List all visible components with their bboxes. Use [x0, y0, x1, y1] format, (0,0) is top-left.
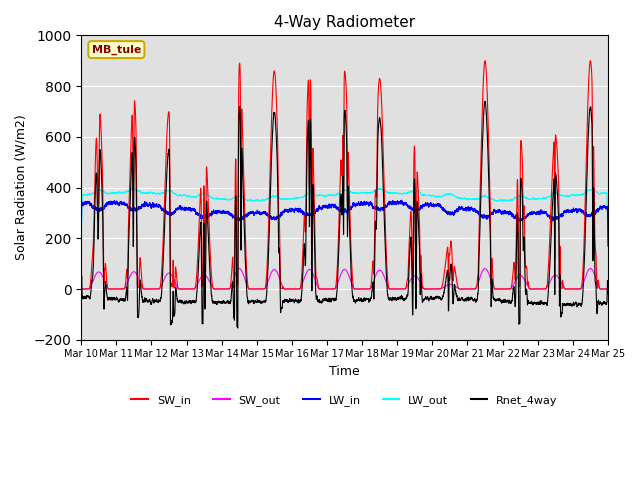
LW_in — [105, 199, 113, 204]
SW_out — [508, 285, 516, 290]
LW_in — [413, 206, 421, 212]
LW_out — [473, 196, 481, 202]
Line: SW_in: SW_in — [81, 60, 608, 289]
LW_out — [488, 196, 495, 202]
LW_out — [374, 186, 381, 192]
LW_in — [508, 211, 516, 216]
LW_in — [604, 243, 612, 249]
Rnet_4way — [500, 299, 508, 304]
LW_out — [105, 191, 113, 196]
SW_out — [77, 286, 85, 292]
Text: MB_tule: MB_tule — [92, 45, 141, 55]
Rnet_4way — [234, 325, 241, 331]
Rnet_4way — [105, 295, 113, 300]
SW_out — [105, 286, 113, 292]
Line: SW_out: SW_out — [81, 268, 608, 289]
LW_in — [500, 210, 508, 216]
SW_out — [236, 265, 243, 271]
Legend: SW_in, SW_out, LW_in, LW_out, Rnet_4way: SW_in, SW_out, LW_in, LW_out, Rnet_4way — [127, 391, 562, 410]
X-axis label: Time: Time — [329, 365, 360, 378]
SW_in — [500, 286, 508, 292]
LW_in — [473, 209, 481, 215]
Rnet_4way — [604, 289, 612, 295]
SW_out — [488, 278, 495, 284]
Title: 4-Way Radiometer: 4-Way Radiometer — [274, 15, 415, 30]
SW_out — [604, 286, 612, 292]
LW_in — [397, 197, 405, 203]
Line: LW_out: LW_out — [81, 189, 608, 242]
SW_in — [77, 286, 85, 292]
LW_out — [508, 197, 516, 203]
SW_in — [413, 170, 421, 176]
Rnet_4way — [77, 288, 85, 293]
Rnet_4way — [488, 293, 495, 299]
Rnet_4way — [473, 297, 481, 303]
Rnet_4way — [481, 98, 489, 104]
SW_out — [473, 283, 481, 288]
LW_in — [488, 212, 495, 217]
SW_in — [105, 286, 113, 292]
Rnet_4way — [508, 298, 516, 303]
SW_in — [604, 286, 612, 292]
SW_in — [586, 58, 594, 63]
SW_out — [500, 286, 508, 292]
SW_in — [488, 273, 495, 279]
SW_in — [473, 281, 481, 287]
Line: LW_in: LW_in — [81, 200, 608, 246]
Rnet_4way — [413, 200, 421, 205]
Y-axis label: Solar Radiation (W/m2): Solar Radiation (W/m2) — [15, 115, 28, 261]
LW_out — [413, 189, 421, 194]
SW_out — [413, 275, 421, 280]
Line: Rnet_4way: Rnet_4way — [81, 101, 608, 328]
LW_out — [500, 197, 508, 203]
LW_in — [77, 243, 85, 249]
SW_in — [508, 283, 516, 288]
LW_out — [77, 240, 85, 245]
LW_out — [604, 237, 612, 242]
